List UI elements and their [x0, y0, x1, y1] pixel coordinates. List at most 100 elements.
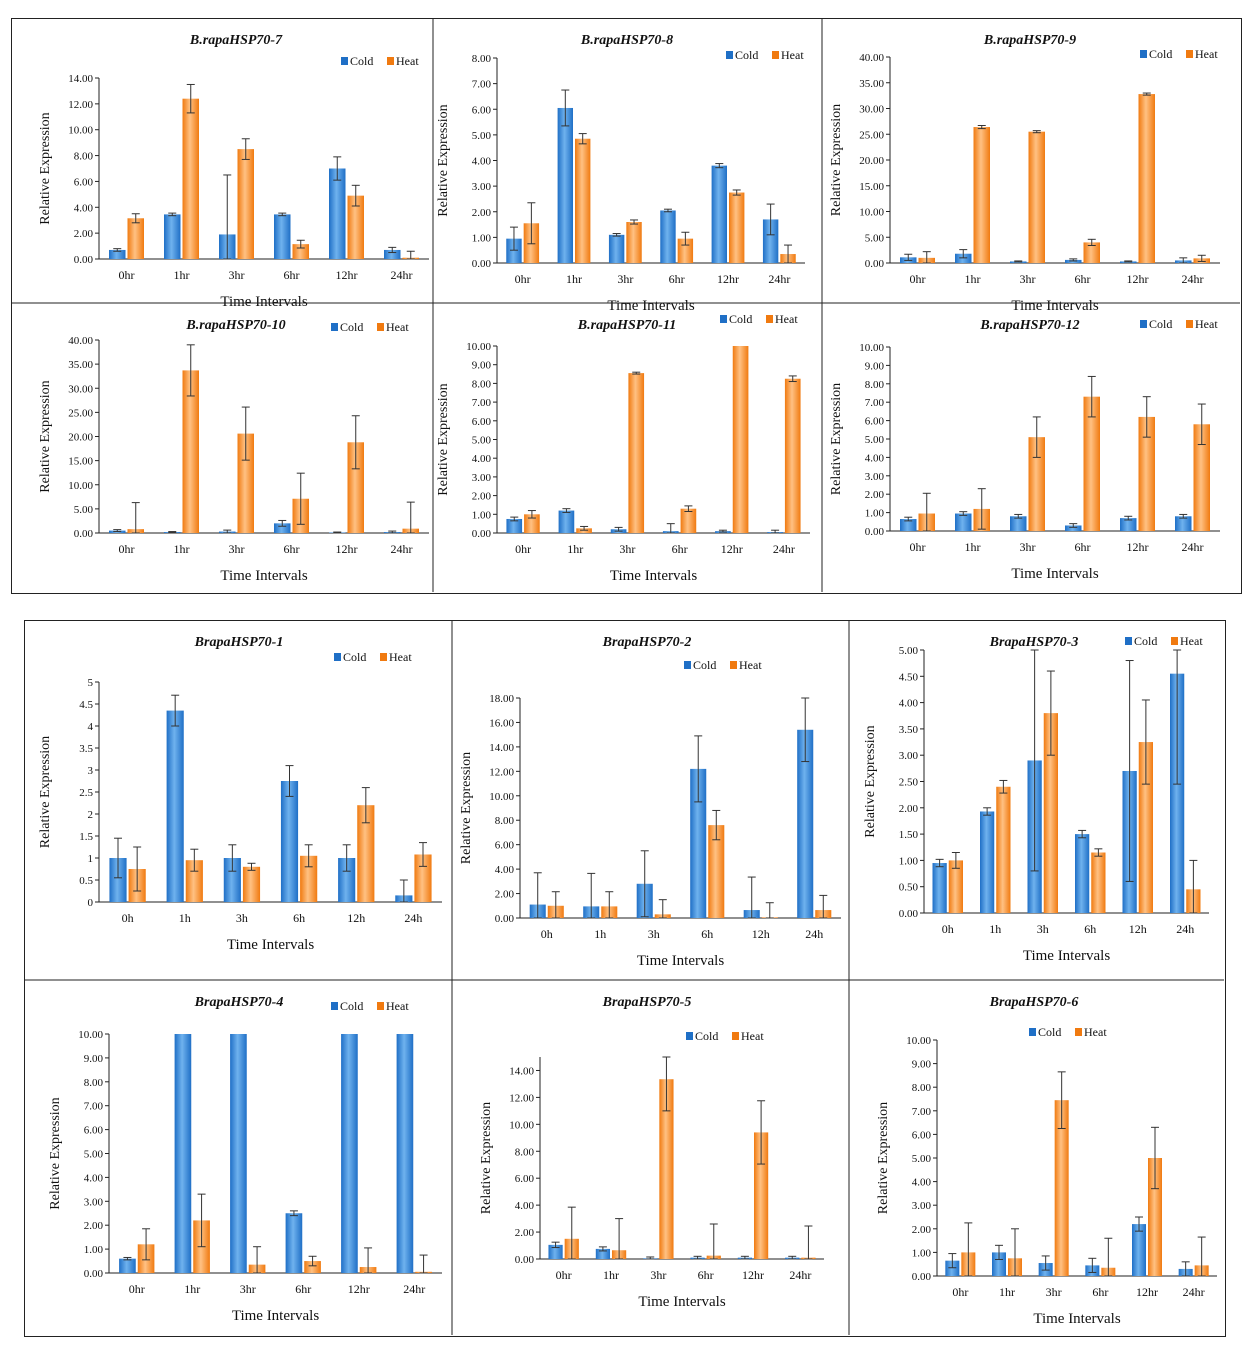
legend-swatch-cold: [1029, 1028, 1036, 1036]
y-tick-label: 8.00: [472, 378, 492, 390]
error-bar-cold-24hr: [1181, 1261, 1190, 1277]
y-tick-label: 30.00: [859, 104, 884, 116]
y-tick-label: 4.00: [472, 453, 492, 465]
x-tick-label: 3hr: [229, 542, 245, 556]
bar-heat-6hr: [292, 244, 309, 259]
error-bar-heat-12h: [361, 787, 370, 824]
error-bar-cold-24hr: [388, 530, 397, 534]
error-bar-heat-12h: [765, 902, 774, 919]
legend-swatch-heat: [380, 653, 387, 661]
error-bar-heat-24h: [418, 842, 427, 867]
y-tick-label: 40.00: [859, 52, 884, 64]
y-tick-label: 3: [88, 765, 94, 777]
y-tick-label: 5.00: [912, 1153, 932, 1165]
y-tick-label: 9.00: [472, 360, 492, 372]
legend-swatch-cold: [720, 315, 727, 323]
error-bar-heat-6h: [1094, 848, 1103, 857]
y-tick-label: 3.00: [472, 181, 492, 193]
error-bar-cold-12hr: [1124, 515, 1133, 521]
y-tick-label: 0.00: [472, 258, 492, 270]
x-tick-label: 12hr: [336, 542, 358, 556]
chart-panel-1: B.rapaHSP70-7 Cold Heat 0.00 2.00 4.00 6.00 8.0…: [11, 18, 433, 310]
chart-panel-5: B.rapaHSP70-11 Cold Heat 0.00 1.00 2.00 3.00 4.…: [433, 303, 822, 592]
error-bar-heat-24hr: [784, 244, 793, 264]
y-tick-label: 0.00: [495, 913, 515, 925]
y-axis-label: Relative Expression: [48, 1097, 63, 1209]
y-tick-label: 0.00: [74, 254, 94, 266]
error-bar-heat-12hr: [351, 415, 360, 470]
y-tick-label: 1.00: [472, 232, 492, 244]
y-tick-label: 4.00: [515, 1200, 535, 1212]
chart-panel-8: BrapaHSP70-2 Cold Heat 0.00 2.00 4.00 6.00 8.00…: [452, 620, 849, 980]
x-tick-label: 0hr: [515, 272, 531, 286]
x-tick-label: 6h: [1084, 922, 1096, 936]
error-bar-cold-1h: [983, 807, 992, 816]
y-tick-label: 3.00: [472, 472, 492, 484]
chart-title: BrapaHSP70-4: [194, 995, 284, 1010]
bar-heat-12hr: [1138, 416, 1155, 531]
y-tick-label: 4.00: [865, 452, 885, 464]
x-tick-label: 12hr: [1127, 272, 1149, 286]
legend-swatch-heat: [772, 51, 779, 59]
y-tick-label: 10.00: [68, 125, 93, 137]
error-bar-cold-6hr: [1069, 258, 1078, 262]
chart-title: B.rapaHSP70-10: [185, 318, 285, 333]
legend: Cold Heat: [1140, 47, 1218, 61]
chart-svg-1: B.rapaHSP70-7 Cold Heat 0.00 2.00 4.00 6.00 8.0…: [38, 33, 429, 310]
error-bar-heat-1hr: [580, 525, 589, 531]
x-tick-label: 24hr: [789, 1268, 811, 1282]
chart-title: B.rapaHSP70-7: [189, 33, 283, 48]
error-bar-heat-12h: [1141, 699, 1150, 785]
y-tick-label: 18.00: [489, 693, 514, 705]
x-tick-label: 3hr: [1046, 1285, 1062, 1299]
error-bar-heat-6hr: [709, 1223, 718, 1260]
x-tick-label: 3h: [1037, 922, 1049, 936]
error-bar-cold-1h: [587, 872, 596, 919]
error-bar-cold-3hr: [223, 174, 232, 260]
bar-heat-3hr: [628, 373, 645, 533]
bar-heat-0hr: [127, 218, 144, 259]
y-tick-label: 3.50: [899, 724, 919, 736]
bar-heat-12hr: [347, 442, 364, 533]
x-tick-label: 24h: [404, 911, 422, 925]
error-bar-heat-6hr: [308, 1255, 317, 1267]
y-tick-label: 12.00: [509, 1092, 534, 1104]
y-tick-label: 35.00: [68, 359, 93, 371]
y-axis-label: Relative Expression: [459, 752, 474, 864]
legend-label-heat: Heat: [1084, 1025, 1107, 1039]
y-tick-label: 0.00: [472, 528, 492, 540]
error-bar-cold-3hr: [1041, 1255, 1050, 1271]
error-bar-heat-12hr: [1151, 1126, 1159, 1190]
legend: Cold Heat: [331, 999, 409, 1013]
x-axis-label: Time Intervals: [610, 568, 698, 584]
x-tick-label: 1h: [179, 911, 191, 925]
x-axis-label: Time Intervals: [1011, 298, 1099, 314]
error-bar-cold-0h: [533, 872, 542, 919]
error-bar-cold-12h: [1125, 660, 1134, 882]
chart-svg-12: BrapaHSP70-6 Cold Heat 0.00 1.00 2.00 3.00 4.00…: [876, 995, 1217, 1327]
legend-swatch-cold: [331, 323, 338, 331]
bar-cold-6hr: [660, 210, 676, 263]
y-tick-label: 0.00: [899, 908, 919, 920]
y-tick-label: 10.00: [859, 207, 884, 219]
legend-label-cold: Cold: [693, 658, 716, 672]
legend-label-cold: Cold: [340, 999, 363, 1013]
chart-panel-6: B.rapaHSP70-12 Cold Heat 0.00 1.00 2.00 3.00 4.…: [822, 303, 1240, 592]
legend: Cold Heat: [726, 48, 804, 62]
error-bar-heat-1hr: [1011, 1228, 1019, 1277]
chart-title: BrapaHSP70-6: [989, 995, 1079, 1010]
y-tick-label: 3.00: [899, 750, 919, 762]
error-bar-heat-3hr: [241, 406, 250, 461]
y-tick-label: 2.00: [74, 228, 94, 240]
bar-heat-3hr: [237, 433, 254, 533]
error-bar-cold-6hr: [278, 519, 287, 527]
legend-swatch-cold: [1125, 637, 1132, 645]
x-tick-label: 0h: [541, 927, 553, 941]
error-bar-heat-1h: [190, 848, 199, 872]
x-tick-label: 1hr: [174, 542, 190, 556]
y-tick-label: 6.00: [515, 1173, 535, 1185]
x-axis-label: Time Intervals: [1011, 566, 1099, 582]
chart-title: B.rapaHSP70-12: [979, 318, 1079, 333]
error-bar-cold-1hr: [959, 249, 968, 259]
bar-cold-1h: [980, 811, 995, 913]
